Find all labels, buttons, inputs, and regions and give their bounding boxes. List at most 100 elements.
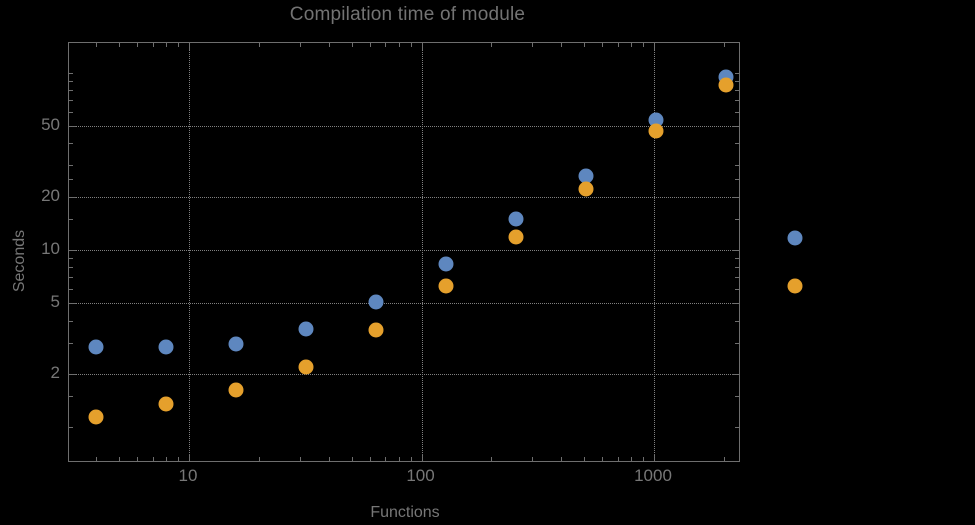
y-minor-tick-right [735,320,739,322]
y-minor-tick-right [735,179,739,181]
y-minor-tick-left [69,179,73,181]
x-minor-tick-bottom [328,457,330,461]
y-minor-tick-right [735,80,739,82]
x-tick-label: 1000 [634,466,672,485]
x-minor-tick-top [584,43,585,47]
page-title: Compilation time of module [289,4,526,25]
y-tick-left [69,303,76,305]
y-minor-tick-right [735,277,739,279]
data-point-orange [368,322,384,338]
x-minor-tick-top [96,43,98,47]
x-minor-tick-top [561,43,563,47]
x-minor-tick-bottom [398,457,400,461]
y-minor-tick-right [735,165,739,167]
y-minor-tick-left [69,396,73,398]
x-minor-tick-top [369,43,371,47]
y-minor-tick-right [735,218,739,220]
x-minor-tick-top [328,43,330,47]
y-minor-tick-left [69,143,73,145]
x-minor-tick-bottom [152,457,154,461]
data-point-orange-outlier [787,278,803,294]
y-tick-left [69,374,76,375]
y-minor-tick-left [69,277,73,279]
gridline-horizontal [69,374,739,375]
y-minor-tick-left [69,267,73,269]
x-minor-tick-bottom [491,457,493,461]
y-minor-tick-right [735,289,739,291]
y-tick-left [69,196,76,198]
x-minor-tick-bottom [166,457,168,461]
x-minor-tick-top [299,43,301,47]
x-minor-tick-top [178,43,180,47]
x-axis-title: Functions [370,504,440,521]
y-tick-right [732,126,739,127]
x-minor-tick-bottom [258,457,260,461]
y-minor-tick-left [69,427,73,429]
data-point-blue [368,294,384,310]
x-minor-tick-bottom [369,457,371,461]
data-point-blue [438,256,454,272]
x-minor-tick-top [258,43,260,47]
y-minor-tick-left [69,258,73,260]
x-minor-tick-bottom [602,457,604,461]
x-tick-bottom [421,454,423,461]
y-minor-tick-left [69,72,73,74]
x-minor-tick-bottom [178,457,180,461]
y-minor-tick-left [69,289,73,291]
x-minor-tick-bottom [617,457,619,461]
x-minor-tick-bottom [410,457,412,461]
y-minor-tick-right [735,258,739,260]
x-tick-top [654,43,655,50]
gridline-horizontal [69,196,739,198]
x-tick-label: 100 [406,466,435,485]
x-minor-tick-bottom [385,457,387,461]
data-point-blue [298,321,314,337]
x-minor-tick-top [602,43,604,47]
x-minor-tick-top [351,43,353,47]
data-point-orange [88,409,104,425]
x-tick-top [189,43,190,50]
data-point-orange [648,123,664,139]
x-minor-tick-top [152,43,154,47]
y-minor-tick-left [69,80,73,82]
data-point-orange [438,278,454,294]
y-minor-tick-right [735,143,739,145]
data-point-blue [508,211,524,227]
y-minor-tick-left [69,342,73,344]
gridline-vertical [421,43,423,461]
y-minor-tick-right [735,89,739,91]
y-minor-tick-left [69,320,73,322]
y-minor-tick-right [735,396,739,398]
x-minor-tick-top [617,43,619,47]
x-minor-tick-bottom [532,457,534,461]
y-tick-label: 20 [41,185,60,205]
gridline-vertical [654,43,655,461]
x-minor-tick-top [166,43,168,47]
gridline-horizontal [69,126,739,127]
data-point-blue [228,336,244,352]
x-minor-tick-top [532,43,534,47]
x-minor-tick-bottom [584,457,585,461]
y-tick-label: 2 [50,363,60,382]
data-point-orange [158,396,174,412]
x-minor-tick-top [137,43,139,47]
plot-frame [68,42,740,462]
plot-area [69,43,739,461]
gridline-horizontal [69,303,739,305]
gridline-horizontal [69,250,739,251]
y-minor-tick-right [735,72,739,74]
data-point-blue-outlier [787,230,803,246]
y-tick-label: 50 [41,115,60,134]
x-minor-tick-bottom [137,457,139,461]
data-point-orange [508,229,524,245]
y-minor-tick-left [69,111,73,113]
x-minor-tick-bottom [631,457,633,461]
y-tick-left [69,126,76,127]
x-minor-tick-top [643,43,645,47]
y-minor-tick-right [735,111,739,113]
gridline-vertical [189,43,190,461]
x-minor-tick-top [119,43,120,47]
data-point-orange [718,77,734,93]
y-minor-tick-left [69,165,73,167]
